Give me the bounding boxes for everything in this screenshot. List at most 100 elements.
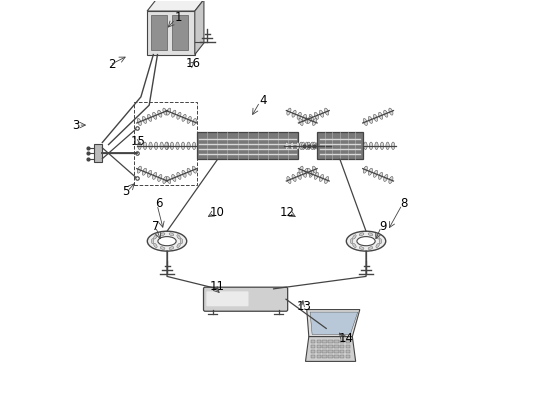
Polygon shape	[334, 350, 339, 353]
Ellipse shape	[368, 233, 373, 236]
Ellipse shape	[312, 119, 317, 126]
Ellipse shape	[386, 142, 389, 149]
Text: 4: 4	[260, 94, 267, 106]
Ellipse shape	[192, 142, 196, 149]
Text: 5: 5	[122, 185, 129, 198]
Ellipse shape	[167, 176, 171, 183]
Ellipse shape	[182, 114, 186, 121]
Ellipse shape	[307, 168, 312, 175]
Ellipse shape	[151, 239, 154, 244]
Polygon shape	[317, 345, 321, 348]
Polygon shape	[340, 355, 344, 358]
Ellipse shape	[305, 142, 308, 149]
Ellipse shape	[163, 108, 167, 115]
Ellipse shape	[375, 142, 378, 149]
Ellipse shape	[374, 114, 377, 121]
Ellipse shape	[319, 110, 324, 117]
Ellipse shape	[192, 119, 197, 126]
Ellipse shape	[319, 174, 324, 181]
Ellipse shape	[160, 142, 163, 149]
Ellipse shape	[187, 142, 190, 149]
Text: 16: 16	[185, 57, 200, 70]
Ellipse shape	[153, 172, 157, 179]
Text: 3: 3	[72, 119, 79, 131]
Ellipse shape	[167, 108, 171, 115]
Ellipse shape	[389, 108, 393, 115]
Polygon shape	[340, 350, 344, 353]
Polygon shape	[334, 355, 339, 358]
Ellipse shape	[292, 110, 296, 117]
Ellipse shape	[169, 247, 174, 250]
Ellipse shape	[147, 231, 187, 251]
Ellipse shape	[149, 142, 152, 149]
Polygon shape	[323, 345, 327, 348]
Ellipse shape	[187, 116, 191, 124]
Polygon shape	[334, 340, 339, 343]
Polygon shape	[329, 340, 333, 343]
Text: 7: 7	[153, 220, 160, 233]
Ellipse shape	[287, 108, 291, 115]
Ellipse shape	[292, 174, 296, 181]
Polygon shape	[323, 355, 327, 358]
Text: 9: 9	[379, 220, 387, 233]
Ellipse shape	[381, 142, 384, 149]
Polygon shape	[317, 132, 363, 159]
Ellipse shape	[171, 142, 174, 149]
Ellipse shape	[392, 142, 395, 149]
Ellipse shape	[296, 142, 299, 149]
Polygon shape	[346, 350, 350, 353]
Text: 8: 8	[401, 197, 408, 210]
Ellipse shape	[154, 235, 157, 239]
Polygon shape	[151, 15, 167, 50]
Ellipse shape	[307, 142, 311, 149]
Ellipse shape	[302, 114, 306, 121]
Polygon shape	[172, 15, 188, 50]
Ellipse shape	[299, 119, 303, 126]
Text: 12: 12	[280, 206, 295, 219]
Ellipse shape	[177, 235, 180, 239]
Polygon shape	[346, 345, 350, 348]
Ellipse shape	[359, 247, 364, 250]
Polygon shape	[147, 11, 195, 54]
Ellipse shape	[389, 176, 393, 183]
Polygon shape	[307, 310, 360, 337]
Ellipse shape	[142, 168, 147, 175]
Ellipse shape	[138, 142, 141, 149]
Ellipse shape	[301, 142, 305, 149]
Ellipse shape	[357, 237, 375, 246]
Ellipse shape	[291, 142, 294, 149]
Ellipse shape	[142, 116, 147, 124]
Text: 2: 2	[108, 59, 116, 72]
Ellipse shape	[311, 142, 314, 149]
Ellipse shape	[325, 176, 329, 183]
Ellipse shape	[314, 172, 318, 179]
Ellipse shape	[143, 142, 147, 149]
Ellipse shape	[327, 142, 331, 149]
Ellipse shape	[285, 142, 288, 149]
Ellipse shape	[157, 110, 162, 117]
Ellipse shape	[157, 174, 162, 181]
Ellipse shape	[172, 110, 176, 117]
Ellipse shape	[297, 172, 301, 179]
Ellipse shape	[137, 166, 141, 173]
Ellipse shape	[176, 142, 179, 149]
Ellipse shape	[352, 243, 356, 248]
Polygon shape	[306, 337, 356, 362]
Ellipse shape	[368, 168, 372, 175]
Text: 1: 1	[174, 11, 182, 24]
Polygon shape	[329, 355, 333, 358]
Polygon shape	[329, 350, 333, 353]
Ellipse shape	[309, 114, 313, 121]
Ellipse shape	[363, 119, 368, 126]
Ellipse shape	[177, 243, 180, 248]
Ellipse shape	[369, 142, 372, 149]
Polygon shape	[340, 340, 344, 343]
Ellipse shape	[350, 239, 353, 244]
Ellipse shape	[374, 170, 377, 177]
Ellipse shape	[299, 166, 303, 173]
Ellipse shape	[307, 116, 312, 124]
Ellipse shape	[181, 142, 185, 149]
Polygon shape	[329, 345, 333, 348]
FancyBboxPatch shape	[206, 291, 249, 306]
Polygon shape	[346, 340, 350, 343]
